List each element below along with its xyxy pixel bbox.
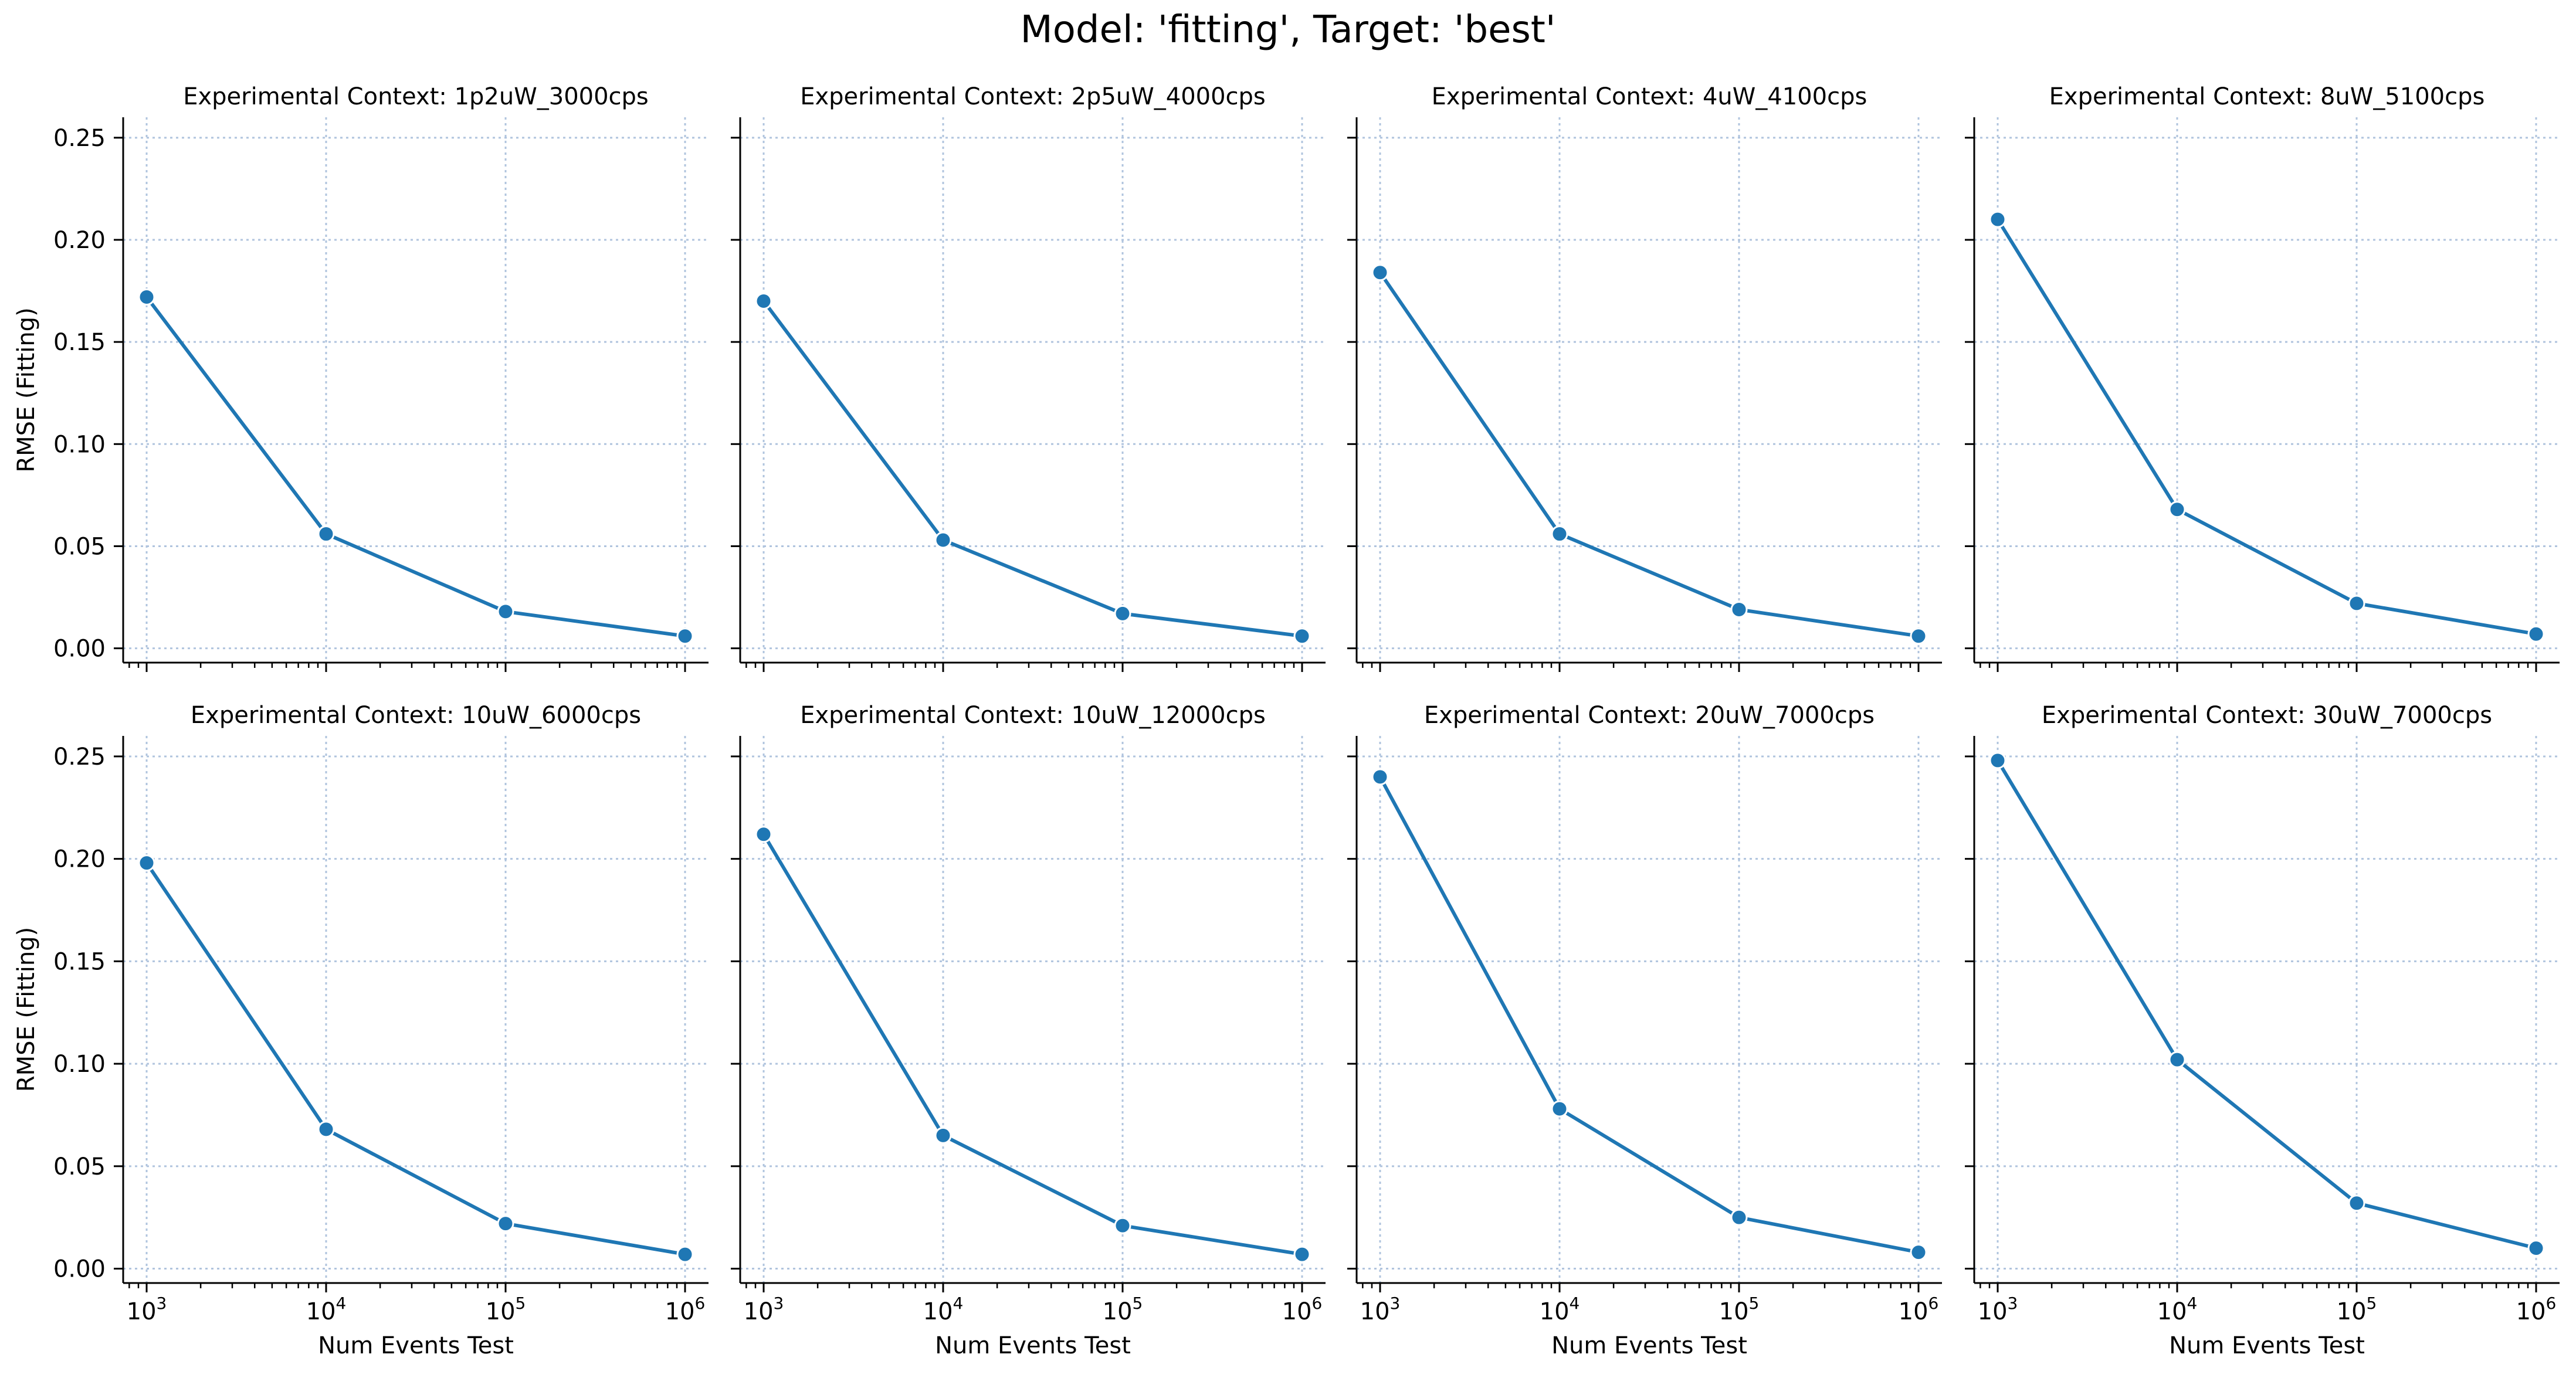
data-point [1989, 211, 2006, 228]
subplot-title: Experimental Context: 30uW_7000cps [2042, 702, 2492, 729]
subplot-title: Experimental Context: 1p2uW_3000cps [183, 83, 649, 110]
x-axis-label: Num Events Test [2169, 1332, 2365, 1359]
data-point [317, 525, 335, 543]
data-point [1371, 768, 1389, 786]
data-point [1114, 1217, 1131, 1234]
data-point [1293, 1245, 1311, 1263]
series-line [1996, 759, 2537, 1250]
subplot-1: 0.00 0.05 0.10 0.15 0.20 0.25 Experimental Con… [13, 83, 709, 672]
y-tick-label: 0.00 [53, 1256, 106, 1283]
data-point [1114, 605, 1131, 622]
y-tick-label: 0.10 [53, 431, 106, 458]
y-tick-label: 0.25 [53, 744, 106, 771]
x-tick-label: 106 [2516, 1294, 2557, 1325]
x-tick-label: 103 [744, 1294, 784, 1325]
x-tick-label: 106 [1899, 1294, 1939, 1325]
series-line [1378, 776, 1919, 1254]
x-tick-label: 104 [2157, 1294, 2198, 1325]
y-tick-label: 0.10 [53, 1051, 106, 1078]
data-point [1910, 627, 1927, 645]
series-line [145, 861, 686, 1257]
y-tick-label: 0.05 [53, 1153, 106, 1180]
x-tick-label: 105 [2337, 1294, 2377, 1325]
data-point [934, 531, 952, 549]
series-line [1996, 218, 2537, 636]
data-point [497, 603, 514, 620]
x-axis-label: Num Events Test [318, 1332, 514, 1359]
data-point [2168, 1051, 2186, 1068]
subplot-3: Experimental Context: 4uW_4100cps [1347, 83, 1942, 672]
data-point [2527, 625, 2545, 643]
data-point [755, 292, 772, 310]
data-point [1730, 1209, 1748, 1226]
y-tick-label: 0.15 [53, 948, 106, 975]
data-point [2168, 501, 2186, 518]
series-line [762, 300, 1303, 638]
data-point [1730, 600, 1748, 618]
data-point [2348, 595, 2365, 612]
y-tick-label: 0.05 [53, 533, 106, 560]
y-tick-label: 0.25 [53, 125, 106, 152]
y-tick-label: 0.15 [53, 329, 106, 356]
x-tick-label: 106 [665, 1294, 706, 1325]
x-axis-label: Num Events Test [1551, 1332, 1747, 1359]
x-tick-label: 103 [1978, 1294, 2018, 1325]
subplot-5: 0.00 0.05 0.10 0.15 0.20 0.25 103 104 105 106 Expe… [13, 702, 709, 1359]
y-axis-label: RMSE (Fitting) [13, 927, 40, 1092]
x-tick-label: 105 [1719, 1294, 1760, 1325]
subplot-title: Experimental Context: 2p5uW_4000cps [800, 83, 1266, 110]
subplot-6: 103 104 105 106 Experimental Context: 10uW_1… [731, 702, 1326, 1359]
subplot-title: Experimental Context: 20uW_7000cps [1424, 702, 1875, 729]
subplot-8: 103 104 105 106 Experimental Context: 30uW_7… [1965, 702, 2560, 1359]
y-tick-label: 0.00 [53, 636, 106, 663]
data-point [1551, 525, 1568, 543]
subplot-7: 103 104 105 106 Experimental Context: 20uW_7… [1347, 702, 1942, 1359]
subplot-title: Experimental Context: 10uW_6000cps [191, 702, 641, 729]
data-point [317, 1121, 335, 1138]
series-line [762, 833, 1303, 1257]
x-tick-label: 104 [923, 1294, 964, 1325]
data-point [934, 1126, 952, 1144]
data-point [676, 1245, 694, 1263]
data-point [755, 826, 772, 843]
data-point [2348, 1194, 2365, 1212]
figure-title: Model: 'fitting', Target: 'best' [1020, 8, 1556, 52]
x-axis-label: Num Events Test [935, 1332, 1131, 1359]
subplot-2: Experimental Context: 2p5uW_4000cps [731, 83, 1326, 672]
data-point [1371, 264, 1389, 281]
x-tick-label: 103 [127, 1294, 167, 1325]
x-tick-label: 104 [306, 1294, 347, 1325]
subplot-title: Experimental Context: 8uW_5100cps [2049, 83, 2485, 110]
data-point [1293, 627, 1311, 645]
data-point [2527, 1240, 2545, 1257]
data-point [1910, 1244, 1927, 1261]
x-tick-label: 105 [486, 1294, 526, 1325]
subplot-title: Experimental Context: 10uW_12000cps [800, 702, 1266, 729]
data-point [497, 1215, 514, 1233]
subplot-4: Experimental Context: 8uW_5100cps [1965, 83, 2560, 672]
series-line [145, 296, 686, 638]
x-tick-label: 105 [1103, 1294, 1143, 1325]
series-line [1378, 271, 1919, 638]
data-point [1989, 752, 2006, 769]
data-point [1551, 1100, 1568, 1118]
data-point [138, 854, 155, 872]
y-tick-label: 0.20 [53, 846, 106, 873]
y-axis-label: RMSE (Fitting) [13, 307, 40, 472]
x-tick-label: 106 [1282, 1294, 1323, 1325]
x-tick-label: 103 [1360, 1294, 1401, 1325]
subplot-title: Experimental Context: 4uW_4100cps [1432, 83, 1867, 110]
y-tick-label: 0.20 [53, 227, 106, 254]
x-tick-label: 104 [1540, 1294, 1580, 1325]
data-point [138, 289, 155, 306]
data-point [676, 627, 694, 645]
